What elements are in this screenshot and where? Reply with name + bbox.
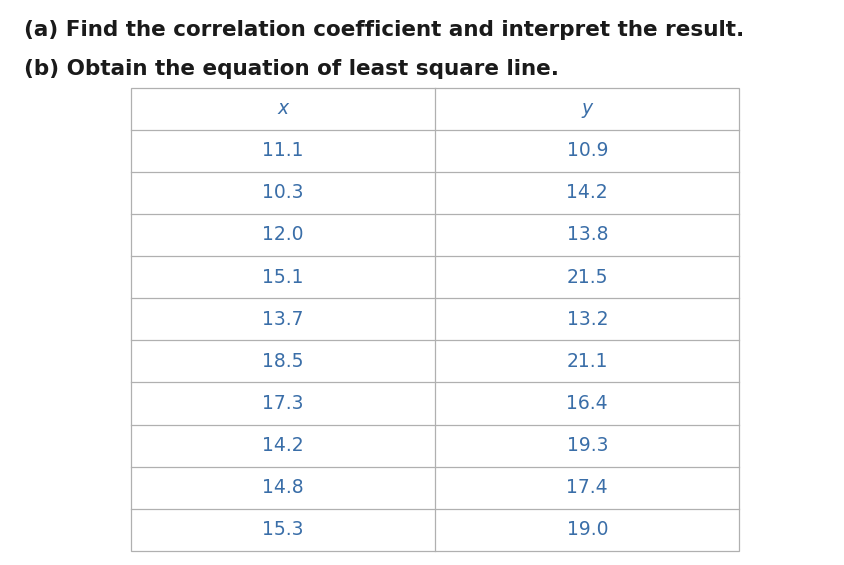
Text: 14.2: 14.2 [262, 436, 304, 455]
Text: 13.2: 13.2 [565, 310, 608, 329]
Bar [131, 88, 738, 551]
Text: 14.8: 14.8 [262, 478, 304, 497]
Text: 19.3: 19.3 [565, 436, 608, 455]
Text: 15.1: 15.1 [262, 268, 304, 286]
Text: 17.3: 17.3 [262, 394, 304, 413]
Text: 10.3: 10.3 [262, 184, 304, 202]
Text: 12.0: 12.0 [262, 225, 304, 245]
Text: 13.8: 13.8 [565, 225, 608, 245]
Text: 19.0: 19.0 [565, 520, 608, 540]
Text: 14.2: 14.2 [565, 184, 608, 202]
Text: 11.1: 11.1 [262, 141, 304, 160]
Text: (b) Obtain the equation of least square line.: (b) Obtain the equation of least square … [24, 59, 558, 79]
Text: 21.1: 21.1 [565, 352, 608, 371]
Text: 15.3: 15.3 [262, 520, 304, 540]
Text: (a) Find the correlation coefficient and interpret the result.: (a) Find the correlation coefficient and… [24, 20, 743, 40]
Text: 17.4: 17.4 [565, 478, 608, 497]
Text: 16.4: 16.4 [565, 394, 608, 413]
Text: 10.9: 10.9 [565, 141, 608, 160]
Text: y: y [581, 99, 592, 118]
Text: 13.7: 13.7 [262, 310, 304, 329]
Text: x: x [277, 99, 289, 118]
Text: 18.5: 18.5 [262, 352, 304, 371]
Text: 21.5: 21.5 [565, 268, 608, 286]
